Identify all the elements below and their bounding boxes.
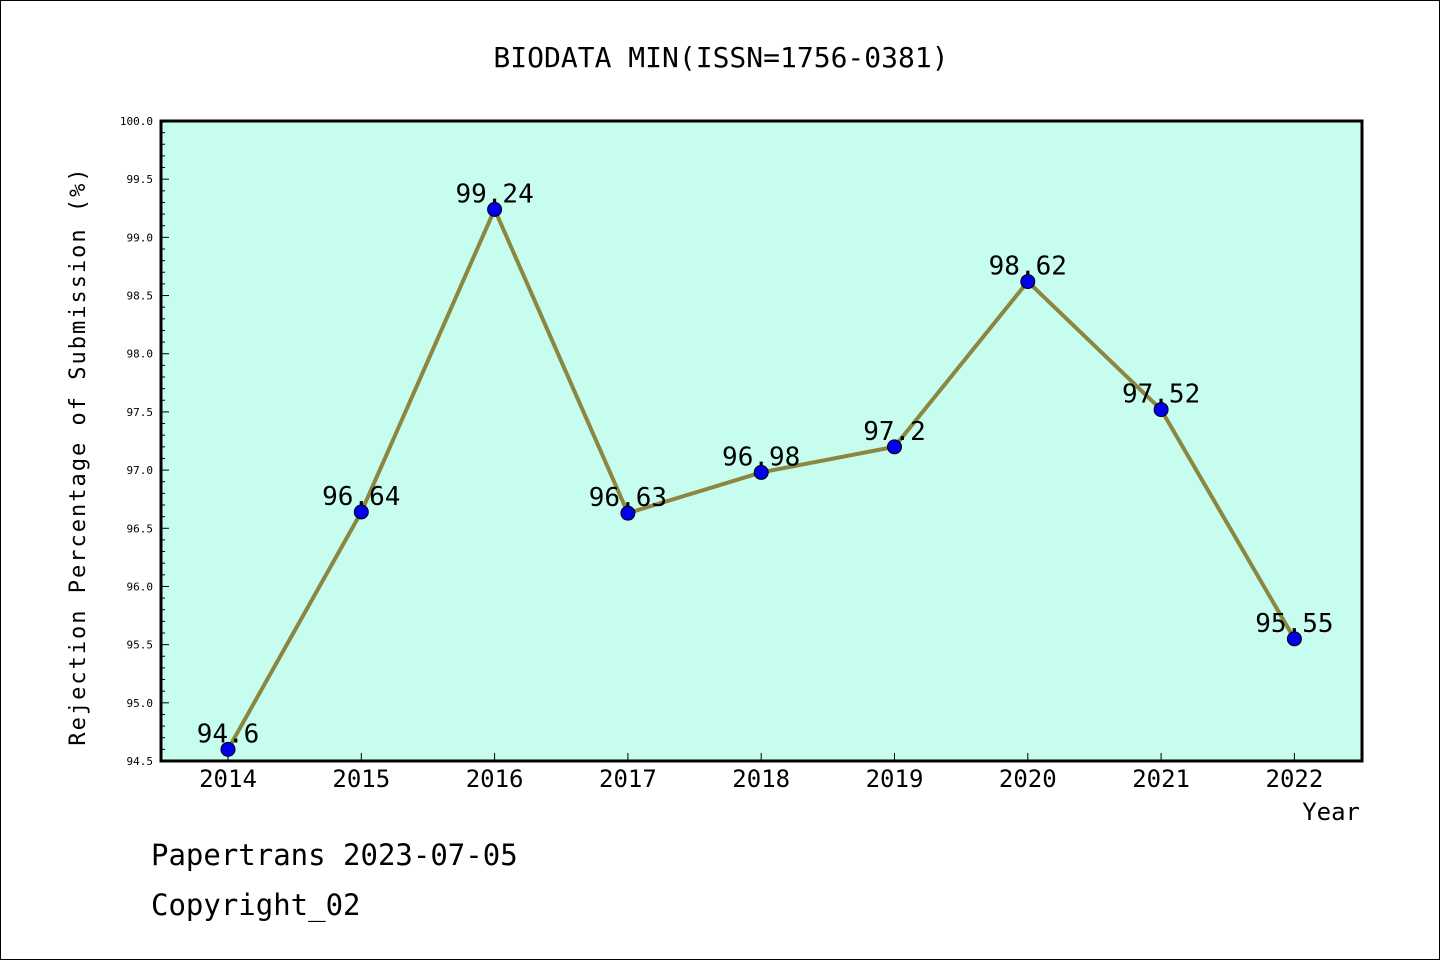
data-point — [887, 439, 902, 455]
y-tick-label: 96.0 — [127, 580, 154, 593]
data-label: 96.63 — [589, 483, 667, 513]
y-tick-label: 96.5 — [127, 522, 154, 535]
y-tick-label: 99.0 — [127, 231, 154, 244]
y-tick-label: 98.0 — [127, 348, 154, 361]
y-axis-label: Rejection Percentage of Submission (%) — [66, 166, 91, 745]
y-tick-label: 97.0 — [127, 464, 154, 477]
data-point — [1020, 274, 1036, 290]
data-point — [353, 504, 369, 520]
data-point — [220, 741, 236, 757]
data-label: 94.6 — [197, 719, 260, 749]
data-label: 98.62 — [989, 252, 1067, 282]
x-tick-label: 2019 — [866, 765, 924, 793]
y-tick-label: 99.5 — [127, 173, 154, 186]
x-axis-label: Year — [1302, 798, 1360, 826]
y-tick-label: 97.5 — [127, 406, 154, 419]
x-tick-label: 2021 — [1132, 765, 1190, 793]
y-tick-label: 98.5 — [127, 290, 154, 303]
x-tick-label: 2014 — [199, 765, 257, 793]
plot-area — [159, 119, 1364, 763]
data-label: 97.52 — [1122, 380, 1200, 410]
x-tick-label: 2017 — [599, 765, 657, 793]
x-axis: 2014 2015 2016 2017 2018 2019 2020 2021 2022 — [199, 753, 1323, 793]
footer-copyright-text: Copyright_02 — [151, 888, 361, 923]
y-axis: 94.5 95.0 95.5 96.0 96.5 97.0 97.5 98.0 98.5 99.0… — [120, 115, 169, 768]
y-tick-label: 94.5 — [127, 755, 154, 768]
data-point — [753, 464, 769, 480]
data-label: 95.55 — [1255, 609, 1333, 639]
data-point — [620, 505, 636, 521]
x-tick-label: 2022 — [1266, 765, 1324, 793]
data-point — [487, 201, 503, 217]
data-point — [1286, 631, 1302, 647]
data-point — [1153, 402, 1169, 418]
data-label: 96.98 — [722, 442, 800, 472]
footer-date-text: Papertrans 2023-07-05 — [151, 838, 518, 872]
x-tick-label: 2015 — [332, 765, 390, 793]
series-layer: 94.6 96.64 99.24 96.63 96.98 97.2 98.62 97.52 95… — [197, 179, 1334, 757]
y-tick-label: 95.5 — [127, 639, 154, 652]
x-tick-label: 2020 — [999, 765, 1057, 793]
chart-title: BIODATA MIN(ISSN=1756-0381) — [493, 41, 948, 74]
x-tick-label: 2018 — [732, 765, 790, 793]
x-tick-label: 2016 — [466, 765, 524, 793]
data-label: 99.24 — [455, 179, 533, 209]
y-tick-label: 95.0 — [127, 697, 154, 710]
data-label: 96.64 — [322, 482, 400, 512]
data-label: 97.2 — [863, 417, 926, 447]
y-tick-label: 100.0 — [120, 115, 153, 128]
